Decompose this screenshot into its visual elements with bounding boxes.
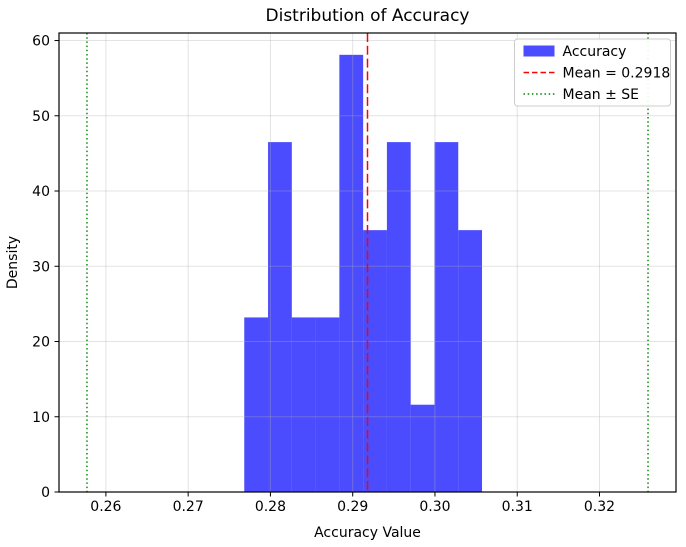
y-tick-label: 40 [32, 184, 50, 200]
legend-item-label: Mean = 0.2918 [563, 66, 671, 82]
x-tick-label: 0.27 [173, 499, 204, 515]
legend-item-label: Mean ± SE [563, 87, 640, 103]
histogram-bar [339, 54, 364, 492]
x-tick-label: 0.31 [502, 499, 533, 515]
histogram-bar [434, 142, 459, 493]
histogram-bar [315, 317, 340, 492]
legend-swatch-accuracy [523, 45, 555, 57]
x-tick-label: 0.30 [419, 499, 450, 515]
histogram-bar [410, 404, 435, 492]
x-tick-label: 0.32 [584, 499, 615, 515]
y-tick-label: 30 [32, 259, 50, 275]
y-axis-label: Density [5, 236, 21, 289]
y-tick-label: 60 [32, 34, 50, 50]
histogram-bar [291, 317, 316, 492]
axes-frame [58, 32, 677, 493]
histogram-bar [458, 230, 483, 492]
histogram-bar [386, 142, 411, 493]
histogram-bar [268, 142, 292, 493]
x-tick-label: 0.29 [337, 499, 368, 515]
legend-item-label: Accuracy [563, 44, 627, 60]
y-tick-label: 50 [32, 109, 50, 125]
chart-title: Distribution of Accuracy [266, 6, 470, 26]
x-tick-label: 0.28 [255, 499, 286, 515]
histogram-bar [244, 317, 269, 492]
x-tick-label: 0.26 [90, 499, 121, 515]
histogram-bar [363, 230, 387, 492]
x-axis-label: Accuracy Value [314, 525, 421, 541]
y-tick-label: 0 [41, 485, 50, 501]
y-tick-label: 10 [32, 410, 50, 426]
y-tick-label: 20 [32, 335, 50, 351]
